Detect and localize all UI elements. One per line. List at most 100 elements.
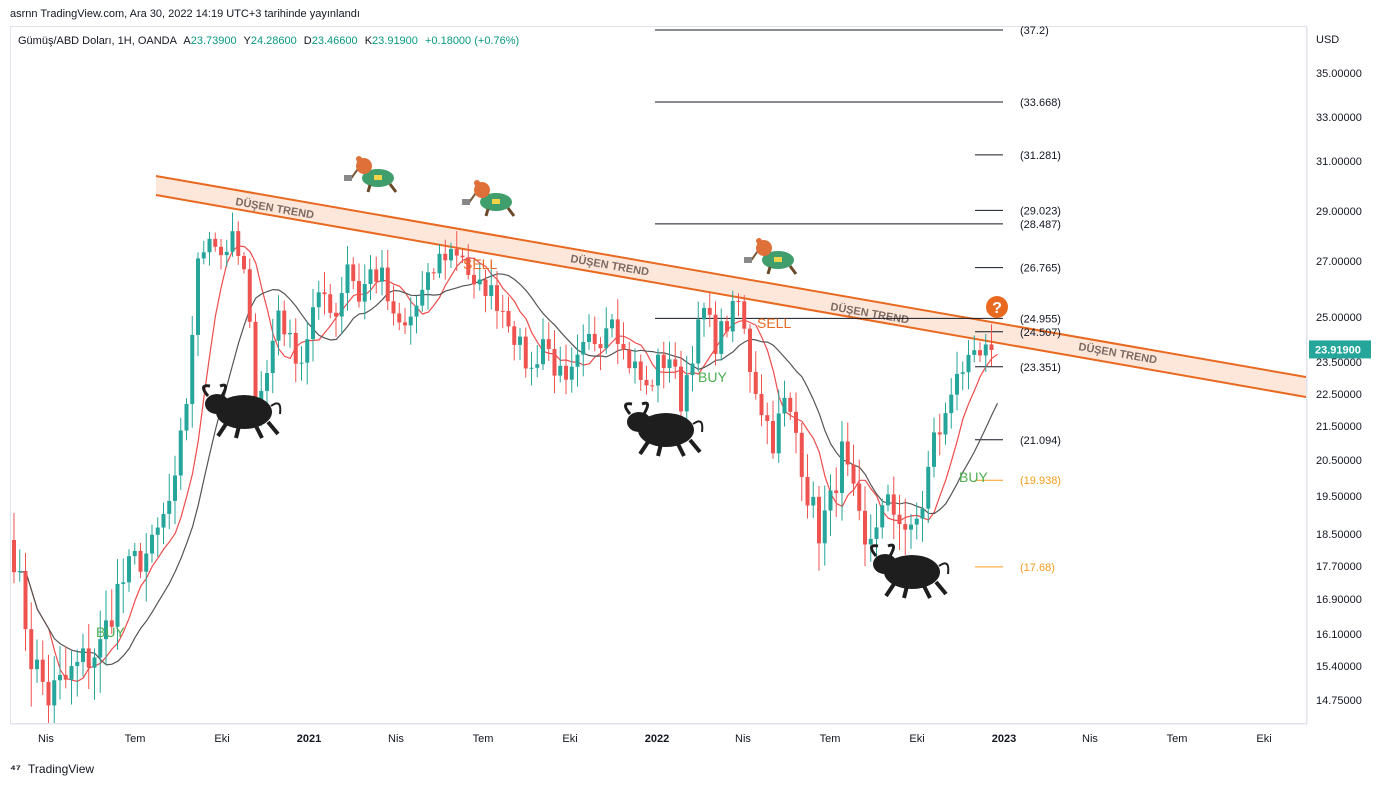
candle-body[interactable] (109, 620, 114, 627)
candle-body[interactable] (276, 310, 281, 341)
candle-body[interactable] (978, 350, 982, 356)
candle-body[interactable] (500, 310, 505, 312)
candle-body[interactable] (334, 312, 338, 317)
candle-body[interactable] (926, 466, 931, 509)
candle-body[interactable] (725, 321, 729, 332)
candle-body[interactable] (598, 344, 603, 349)
candle-body[interactable] (615, 319, 620, 344)
candle-body[interactable] (949, 394, 954, 414)
candle-body[interactable] (495, 285, 499, 311)
candle-body[interactable] (822, 510, 827, 544)
candle-body[interactable] (966, 354, 971, 373)
candle-body[interactable] (219, 246, 223, 256)
candle-body[interactable] (357, 281, 361, 302)
candle-body[interactable] (638, 361, 643, 380)
candle-body[interactable] (173, 475, 177, 501)
candle-body[interactable] (506, 310, 511, 327)
trend-line-upper[interactable] (155, 175, 1306, 378)
candle-body[interactable] (35, 659, 39, 670)
candle-body[interactable] (886, 494, 890, 506)
candle-body[interactable] (897, 514, 902, 525)
candle-body[interactable] (696, 319, 701, 364)
candle-body[interactable] (339, 293, 344, 317)
candle-body[interactable] (909, 524, 913, 530)
candle-body[interactable] (512, 326, 517, 345)
candle-body[interactable] (299, 362, 304, 364)
candle-body[interactable] (104, 620, 108, 640)
candle-body[interactable] (437, 253, 442, 274)
candle-body[interactable] (771, 420, 775, 454)
candle-body[interactable] (408, 316, 413, 326)
candle-body[interactable] (460, 255, 465, 258)
candle-body[interactable] (920, 508, 925, 519)
candle-body[interactable] (426, 272, 430, 290)
candle-body[interactable] (575, 354, 580, 367)
candle-body[interactable] (633, 361, 637, 369)
candle-body[interactable] (224, 251, 229, 256)
candle-body[interactable] (817, 496, 821, 544)
candle-body[interactable] (391, 301, 396, 314)
candle-body[interactable] (719, 321, 724, 354)
candle-body[interactable] (293, 332, 298, 364)
candle-body[interactable] (707, 307, 712, 315)
candle-body[interactable] (270, 340, 275, 374)
candle-body[interactable] (368, 269, 373, 285)
candle-body[interactable] (932, 432, 936, 467)
candle-body[interactable] (282, 310, 287, 335)
candle-body[interactable] (989, 344, 994, 350)
candle-body[interactable] (86, 648, 91, 668)
candle-body[interactable] (604, 328, 609, 349)
candle-body[interactable] (587, 333, 591, 342)
candle-body[interactable] (782, 397, 787, 414)
candle-body[interactable] (397, 313, 402, 323)
candle-body[interactable] (127, 556, 131, 583)
candle-body[interactable] (903, 524, 908, 530)
candle-body[interactable] (661, 354, 666, 369)
candle-body[interactable] (121, 582, 126, 584)
candle-body[interactable] (58, 674, 62, 681)
candle-body[interactable] (132, 550, 137, 557)
candle-body[interactable] (702, 307, 706, 320)
candle-body[interactable] (644, 379, 649, 386)
candle-body[interactable] (178, 430, 183, 476)
candle-body[interactable] (207, 238, 212, 253)
trend-line-lower[interactable] (155, 194, 1306, 398)
candle-body[interactable] (811, 496, 816, 506)
candle-body[interactable] (69, 666, 74, 680)
candle-body[interactable] (673, 359, 678, 367)
candle-body[interactable] (690, 363, 695, 376)
candle-body[interactable] (23, 571, 28, 630)
candle-body[interactable] (288, 332, 292, 335)
candle-body[interactable] (167, 500, 172, 514)
candle-body[interactable] (431, 272, 436, 274)
candle-body[interactable] (351, 264, 356, 282)
candle-body[interactable] (748, 328, 752, 372)
candle-body[interactable] (92, 657, 97, 668)
candle-body[interactable] (385, 267, 390, 302)
candle-body[interactable] (414, 305, 419, 317)
candle-body[interactable] (184, 404, 189, 431)
candle-body[interactable] (627, 349, 632, 369)
candle-body[interactable] (840, 441, 844, 493)
candle-body[interactable] (834, 490, 839, 493)
candle-body[interactable] (328, 294, 333, 313)
candle-body[interactable] (362, 284, 367, 302)
candle-body[interactable] (621, 343, 626, 350)
candle-body[interactable] (242, 255, 246, 270)
candle-body[interactable] (529, 367, 534, 369)
candle-body[interactable] (230, 231, 235, 252)
candle-body[interactable] (345, 264, 350, 294)
candle-body[interactable] (845, 441, 850, 465)
candle-body[interactable] (17, 571, 22, 573)
candle-body[interactable] (592, 333, 597, 345)
candle-body[interactable] (144, 553, 149, 572)
candle-body[interactable] (155, 527, 160, 535)
candle-body[interactable] (483, 279, 488, 297)
candle-body[interactable] (535, 364, 540, 368)
candle-body[interactable] (196, 258, 200, 335)
candle-body[interactable] (880, 505, 885, 528)
candle-body[interactable] (322, 292, 327, 295)
candle-body[interactable] (489, 285, 494, 297)
candle-body[interactable] (12, 539, 16, 573)
